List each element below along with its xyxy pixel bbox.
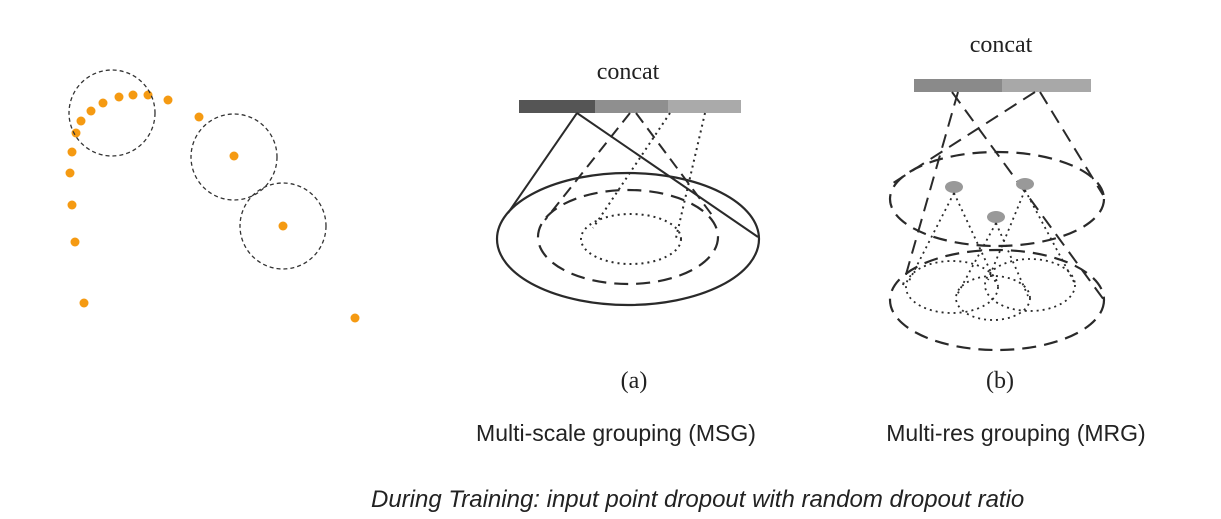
msg-sub-label: (a) xyxy=(621,368,648,394)
mrg-cone-line xyxy=(902,91,959,286)
cloud-point xyxy=(114,92,124,102)
cloud-point xyxy=(70,237,80,247)
mrg-dashed-lines xyxy=(889,91,1105,301)
msg-cone-line xyxy=(544,112,631,221)
mrg-subregions xyxy=(905,258,1076,321)
cloud-point xyxy=(194,112,204,122)
msg-cone-line xyxy=(507,112,578,214)
mrg-upper-region xyxy=(888,150,1106,248)
cloud-point xyxy=(350,313,360,323)
mrg-diagram: concat xyxy=(886,32,1145,446)
mrg-cone-line xyxy=(956,222,997,296)
msg-bar-segment-dark xyxy=(519,100,595,113)
mrg-subregion xyxy=(955,275,1031,321)
mrg-cone-line xyxy=(987,189,1026,281)
cloud-point xyxy=(67,200,77,210)
cloud-point xyxy=(67,147,77,157)
msg-scale-medium xyxy=(536,188,720,286)
mrg-concat-bar xyxy=(914,79,1091,92)
cloud-point xyxy=(65,168,75,178)
msg-bar-segment-light xyxy=(668,100,741,113)
mrg-caption: Multi-res grouping (MRG) xyxy=(886,420,1145,446)
mrg-cone-line xyxy=(907,192,955,284)
mrg-sub-label: (b) xyxy=(986,368,1014,394)
cloud-point xyxy=(71,128,81,138)
msg-cone-line xyxy=(576,112,759,238)
cloud-point xyxy=(76,116,86,126)
grouping-circle xyxy=(239,182,327,270)
cloud-point xyxy=(163,95,173,105)
msg-diagram: concat (a) Multi-scale grouping (MSG) xyxy=(476,59,761,446)
cloud-point xyxy=(86,106,96,116)
msg-dashed-cone xyxy=(544,112,713,221)
mrg-cone-line xyxy=(995,222,1029,297)
mrg-cone-line xyxy=(889,91,1036,186)
mrg-centroids xyxy=(945,178,1034,223)
mrg-concat-label: concat xyxy=(970,32,1033,58)
cloud-point xyxy=(79,298,89,308)
msg-caption: Multi-scale grouping (MSG) xyxy=(476,420,756,446)
mrg-cone-line xyxy=(1024,189,1075,283)
grouping-circle xyxy=(190,113,278,201)
mrg-bar-segment-dark xyxy=(914,79,1002,92)
msg-bar-segment-mid xyxy=(595,100,668,113)
mrg-lower-region xyxy=(888,248,1106,352)
cloud-point xyxy=(278,221,288,231)
cloud-point xyxy=(98,98,108,108)
grouping-circles xyxy=(68,69,327,270)
mrg-cone-line xyxy=(953,192,997,284)
mrg-centroid xyxy=(1016,178,1034,190)
mrg-dotted-lines xyxy=(907,189,1075,297)
msg-cone-line xyxy=(635,112,713,216)
cloud-point xyxy=(143,90,153,100)
cloud-point xyxy=(128,90,138,100)
msg-cone-line xyxy=(675,112,706,239)
training-note: During Training: input point dropout wit… xyxy=(371,486,1024,513)
msg-solid-cone xyxy=(507,112,759,238)
grouping-circle xyxy=(68,69,156,157)
mrg-subregion xyxy=(984,258,1076,312)
msg-cone-line xyxy=(592,112,671,229)
cloud-point xyxy=(229,151,239,161)
point-cloud-points xyxy=(65,90,360,323)
msg-scale-small xyxy=(580,213,682,265)
mrg-centroid xyxy=(987,211,1005,223)
mrg-centroid xyxy=(945,181,963,193)
point-cloud-panel xyxy=(65,69,360,323)
msg-dotted-cone xyxy=(592,112,706,239)
msg-concat-bar xyxy=(519,100,741,113)
mrg-subregion xyxy=(905,260,999,314)
mrg-cone-line xyxy=(1039,91,1104,196)
msg-concat-label: concat xyxy=(597,59,660,85)
mrg-bar-segment-light xyxy=(1002,79,1091,92)
msg-scale-large xyxy=(495,171,761,307)
